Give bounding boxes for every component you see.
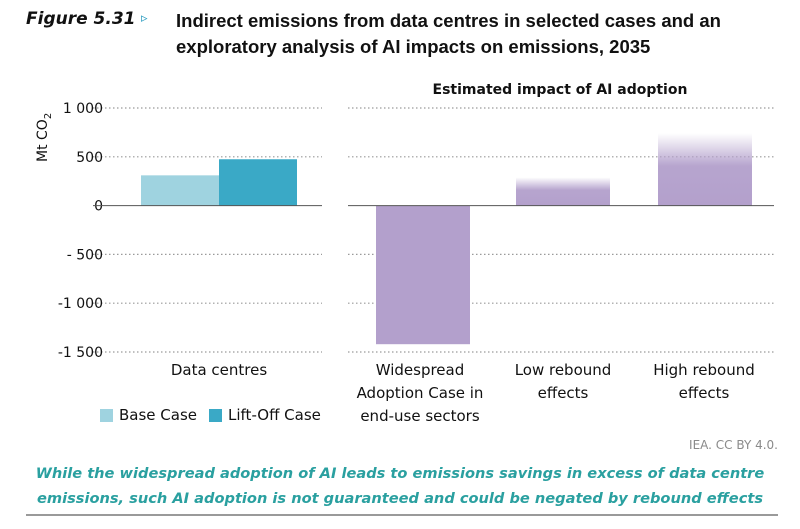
credit-text: IEA. CC BY 4.0.	[689, 438, 778, 452]
legend-item-base-case: Base Case	[100, 406, 197, 424]
side-watermark	[2, 470, 12, 520]
figure-header: Figure 5.31 ▹ Indirect emissions from da…	[26, 8, 786, 68]
y-tick-label: 0	[94, 199, 103, 215]
caption-line-2: emissions, such AI adoption is not guara…	[36, 490, 764, 507]
category-label-data-centres: Data centres	[140, 359, 298, 382]
y-tick-label: -1 000	[58, 296, 103, 312]
bar-base-case	[141, 175, 219, 206]
figure-title: Indirect emissions from data centres in …	[176, 10, 721, 57]
bar-ai-impact	[658, 133, 752, 206]
y-tick-label: - 500	[67, 247, 103, 263]
category-text: Adoption Case in	[356, 384, 484, 402]
category-text: Widespread	[375, 361, 465, 379]
legend-item-lift-off-case: Lift-Off Case	[209, 406, 321, 424]
legend-swatch-base-case	[100, 408, 113, 422]
figure-arrow-icon: ▹	[141, 10, 148, 25]
y-axis-label-subscript: 2	[43, 113, 54, 119]
bottom-divider	[26, 514, 778, 516]
y-tick-label: 500	[76, 150, 103, 166]
category-label-high-rebound: High rebound effects	[634, 359, 774, 405]
caption: While the widespread adoption of AI lead…	[20, 461, 780, 511]
legend-swatch-lift-off-case	[209, 408, 223, 422]
category-label-widespread: Widespread Adoption Case in end-use sect…	[345, 359, 495, 428]
figure-label: Figure 5.31	[26, 9, 136, 29]
bar-ai-impact	[516, 177, 610, 206]
chart-subtitle: Estimated impact of AI adoption	[432, 82, 688, 98]
caption-line-1: While the widespread adoption of AI lead…	[35, 465, 765, 482]
category-text: end-use sectors	[360, 407, 480, 425]
legend-label-lift-off-case: Lift-Off Case	[228, 406, 321, 424]
category-text: High rebound	[653, 361, 755, 379]
category-text: Low rebound	[514, 361, 612, 379]
category-text: effects	[678, 384, 730, 402]
y-tick-label: -1 500	[58, 345, 103, 361]
legend: Base Case Lift-Off Case	[100, 406, 333, 424]
category-label-low-rebound: Low rebound effects	[493, 359, 633, 405]
y-tick-label: 1 000	[63, 101, 103, 117]
y-axis-label: Mt CO2	[35, 113, 54, 162]
category-text: Data centres	[170, 361, 268, 379]
category-text: effects	[537, 384, 589, 402]
bar-lift-off-case	[219, 159, 297, 206]
bar-ai-impact	[376, 205, 470, 345]
legend-label-base-case: Base Case	[119, 406, 198, 424]
